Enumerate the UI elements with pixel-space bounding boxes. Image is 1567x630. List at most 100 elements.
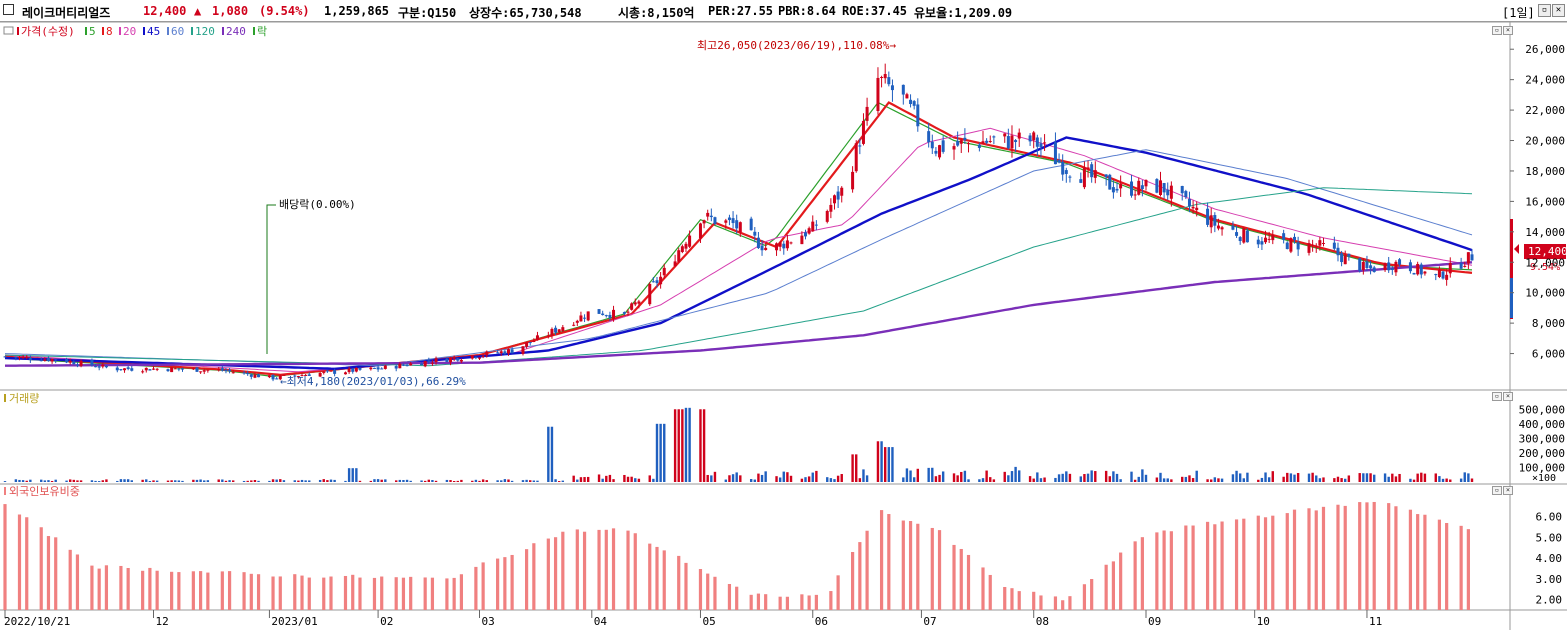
candle-body: [1390, 268, 1394, 270]
foreign-bar: [814, 594, 818, 610]
candle-body: [144, 367, 148, 371]
foreign-bar: [249, 573, 253, 610]
candle-body: [789, 242, 793, 244]
candle-body: [829, 204, 833, 212]
volume-bar: [1438, 476, 1441, 482]
volume-bar: [1018, 470, 1021, 482]
volume-bar: [829, 478, 833, 482]
candle-body: [1220, 227, 1224, 230]
volume-bar: [865, 475, 869, 482]
pbr-value: PBR:8.64: [778, 4, 836, 18]
restore-icon[interactable]: ▫: [1538, 4, 1551, 17]
foreign-bar: [3, 504, 7, 610]
per-value: PER:27.55: [708, 4, 774, 18]
volume-bar: [1079, 476, 1082, 482]
volume-bar: [1170, 479, 1173, 482]
candle-body: [456, 358, 460, 361]
price-panel-minimize-icon[interactable]: ▫: [1492, 26, 1502, 35]
foreign-bar: [1184, 525, 1188, 610]
candle-body: [601, 313, 605, 316]
price-panel-close-icon[interactable]: ×: [1503, 26, 1513, 35]
volume-bar: [373, 479, 376, 482]
candle-body: [1006, 136, 1010, 149]
candle-body: [633, 302, 637, 305]
foreign-bar: [887, 514, 891, 610]
candle-body: [901, 84, 905, 95]
foreign-bar: [1423, 514, 1427, 610]
volume-bar: [503, 479, 507, 482]
foreign-bar: [199, 571, 203, 610]
volume-bar: [1181, 476, 1184, 482]
candle-body: [180, 368, 184, 370]
select-checkbox[interactable]: [3, 4, 14, 15]
stock-chart[interactable]: 가격(수정) 5 8 20 45 60 120 240 락 최고26,050(2023/06/1…: [0, 22, 1567, 630]
volume-bar: [558, 481, 561, 482]
foreign-bar: [597, 529, 601, 610]
candle-body: [148, 369, 152, 371]
candle-body: [1180, 185, 1184, 194]
volume-bar: [3, 481, 7, 482]
volume-bar: [684, 407, 688, 482]
candle-body: [506, 349, 510, 354]
period-selector[interactable]: [1일]: [1502, 6, 1535, 20]
volume-bar: [496, 480, 499, 482]
volume-bar: [1032, 478, 1035, 482]
foreign-bar: [227, 571, 232, 610]
candle-body: [155, 368, 159, 370]
foreign-bar: [1292, 509, 1297, 610]
candle-body: [423, 361, 427, 367]
volume-legend-label: 거래량: [9, 392, 39, 405]
candle-body: [680, 246, 684, 252]
candle-body: [1448, 262, 1452, 274]
volume-bar: [652, 478, 655, 482]
foreign-bar: [75, 554, 80, 610]
close-icon[interactable]: ✕: [1552, 4, 1565, 17]
candle-body: [474, 356, 478, 359]
volume-bar: [706, 474, 709, 482]
ma-8-line: [4, 101, 1473, 377]
volume-bar: [1416, 473, 1419, 482]
candle-body: [478, 357, 482, 359]
ma-20-line: [4, 127, 1473, 373]
candle-body: [1169, 185, 1173, 199]
price-tick-label: 16,000: [1525, 195, 1565, 208]
volume-bar: [1260, 477, 1264, 482]
candle-body: [351, 368, 355, 372]
foreign-panel-close-icon[interactable]: ×: [1503, 486, 1513, 495]
candle-body: [1090, 164, 1094, 178]
foreign-bar: [553, 537, 558, 610]
volume-bar: [985, 470, 988, 482]
candle-body: [1209, 215, 1213, 228]
price-tick-label: 8,000: [1532, 317, 1565, 330]
foreign-bar: [561, 531, 565, 610]
volume-bar: [833, 479, 836, 482]
volume-bar: [1459, 478, 1463, 482]
volume-bar: [648, 475, 651, 482]
volume-bar: [1315, 475, 1318, 482]
date-tick-label: 04: [594, 615, 608, 628]
candle-body: [753, 231, 757, 236]
volume-bar: [369, 480, 373, 482]
volume-panel-close-icon[interactable]: ×: [1503, 392, 1513, 401]
candle-body: [376, 367, 380, 370]
volume-bar: [804, 477, 807, 482]
title-bar: 레이크머티리얼즈 12,400 ▲ 1,080 (9.54%) 1,259,86…: [0, 0, 1567, 22]
volume-bar: [478, 480, 481, 482]
volume-bar: [355, 468, 358, 482]
volume-bar: [47, 480, 50, 482]
candle-body: [380, 368, 384, 370]
volume-panel-minimize-icon[interactable]: ▫: [1492, 392, 1502, 401]
candle-body: [1267, 238, 1271, 240]
volume-bar: [532, 480, 536, 482]
foreign-panel-minimize-icon[interactable]: ▫: [1492, 486, 1502, 495]
candle-body: [655, 280, 659, 284]
price-legend: 가격(수정) 5 8 20 45 60 120 240 락: [3, 25, 267, 38]
candle-body: [152, 368, 156, 370]
volume-bar: [681, 409, 684, 482]
candle-body: [54, 359, 58, 361]
candle-body: [296, 376, 300, 378]
candle-body: [557, 329, 561, 333]
stock-category: 구분:Q150: [398, 6, 457, 20]
volume-bar: [474, 479, 478, 482]
volume-bar: [1141, 469, 1144, 482]
